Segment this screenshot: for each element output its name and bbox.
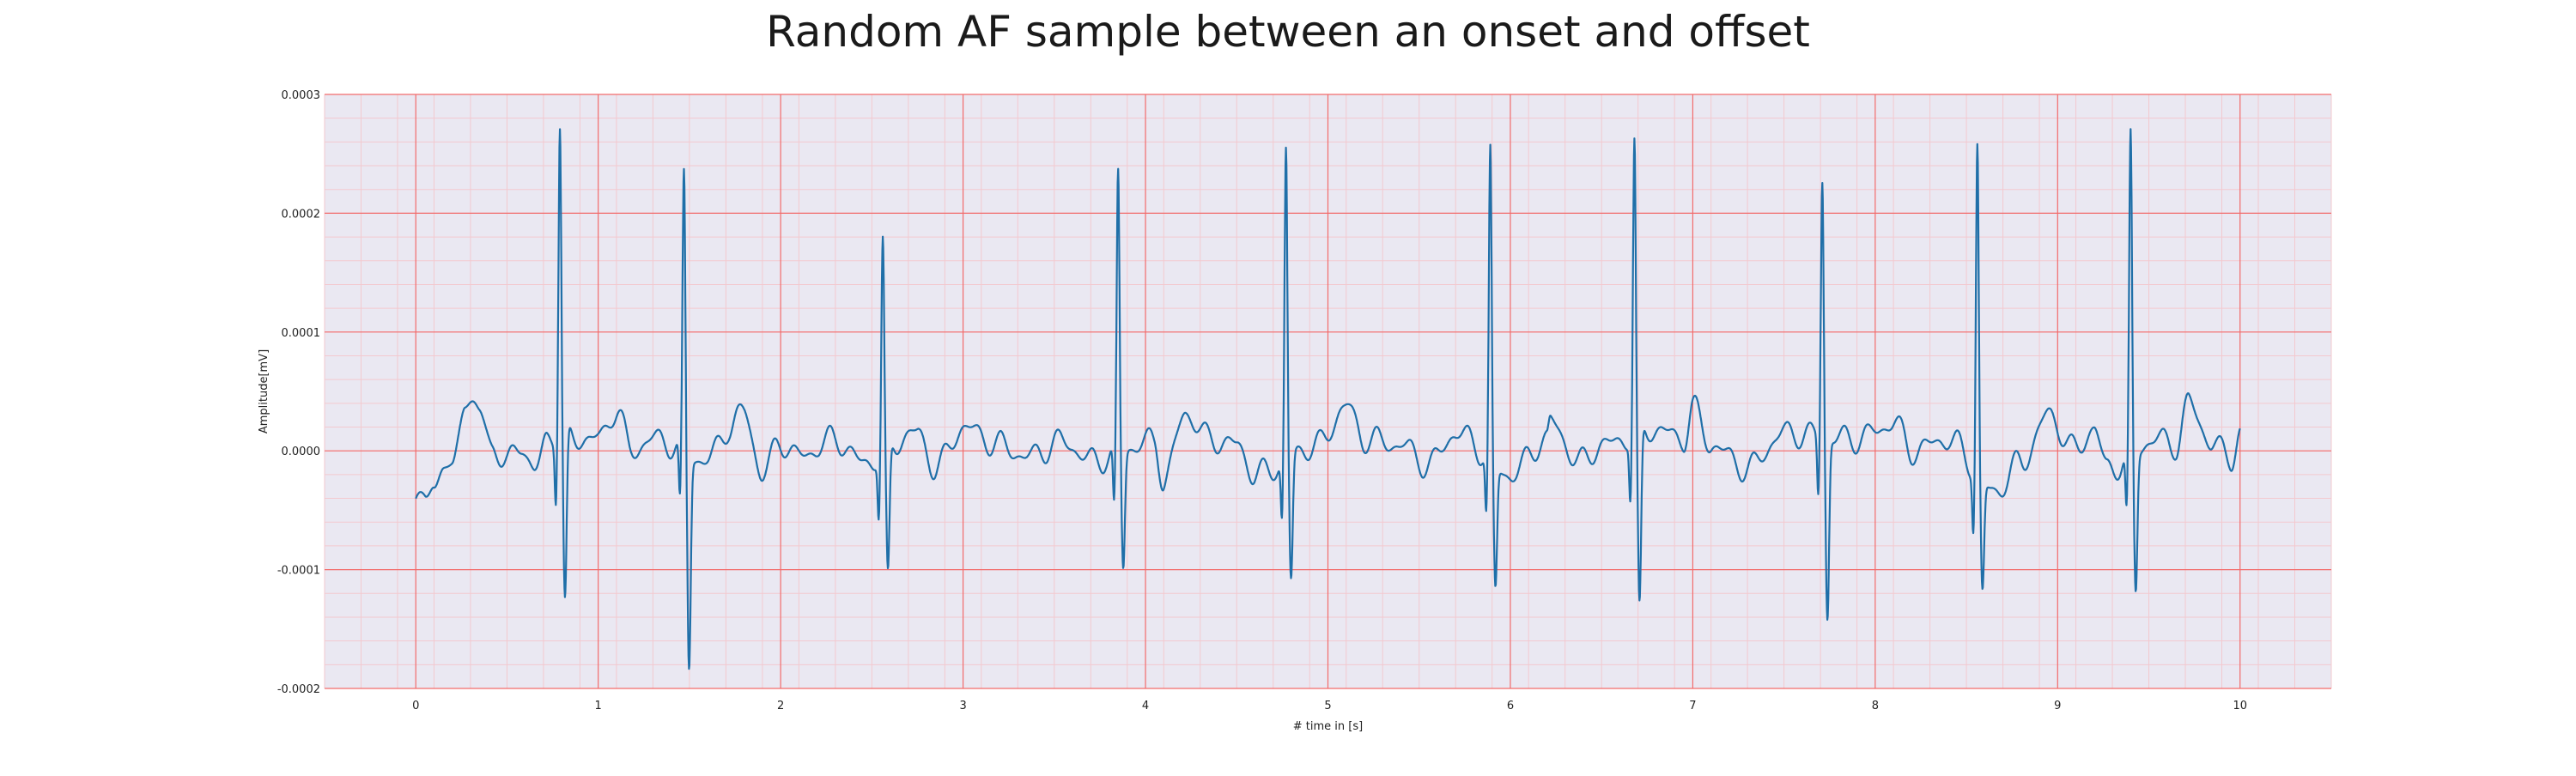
x-tick-label: 0 bbox=[412, 700, 419, 712]
x-tick-label: 9 bbox=[2054, 700, 2061, 712]
chart-title: Random AF sample between an onset and of… bbox=[766, 7, 1810, 57]
y-axis-label: Amplitude[mV] bbox=[258, 349, 270, 433]
x-tick-label: 10 bbox=[2233, 700, 2247, 712]
x-tick-label: 6 bbox=[1507, 700, 1514, 712]
x-tick-label: 5 bbox=[1324, 700, 1331, 712]
x-tick-label: 1 bbox=[595, 700, 602, 712]
y-tick-label: 0.0001 bbox=[282, 327, 321, 340]
y-tick-label: -0.0002 bbox=[277, 683, 320, 696]
x-tick-label: 7 bbox=[1689, 700, 1696, 712]
y-tick-label: -0.0001 bbox=[277, 565, 320, 578]
x-axis-label: # time in [s] bbox=[1293, 720, 1363, 733]
y-tick-label: 0.0002 bbox=[282, 208, 321, 221]
x-tick-label: 2 bbox=[777, 700, 784, 712]
y-tick-label: 0.0003 bbox=[282, 89, 321, 102]
x-tick-label: 3 bbox=[959, 700, 966, 712]
x-tick-label: 4 bbox=[1142, 700, 1149, 712]
x-tick-label: 8 bbox=[1872, 700, 1879, 712]
ecg-series-line bbox=[415, 128, 2241, 670]
y-tick-label: 0.0000 bbox=[282, 446, 321, 458]
